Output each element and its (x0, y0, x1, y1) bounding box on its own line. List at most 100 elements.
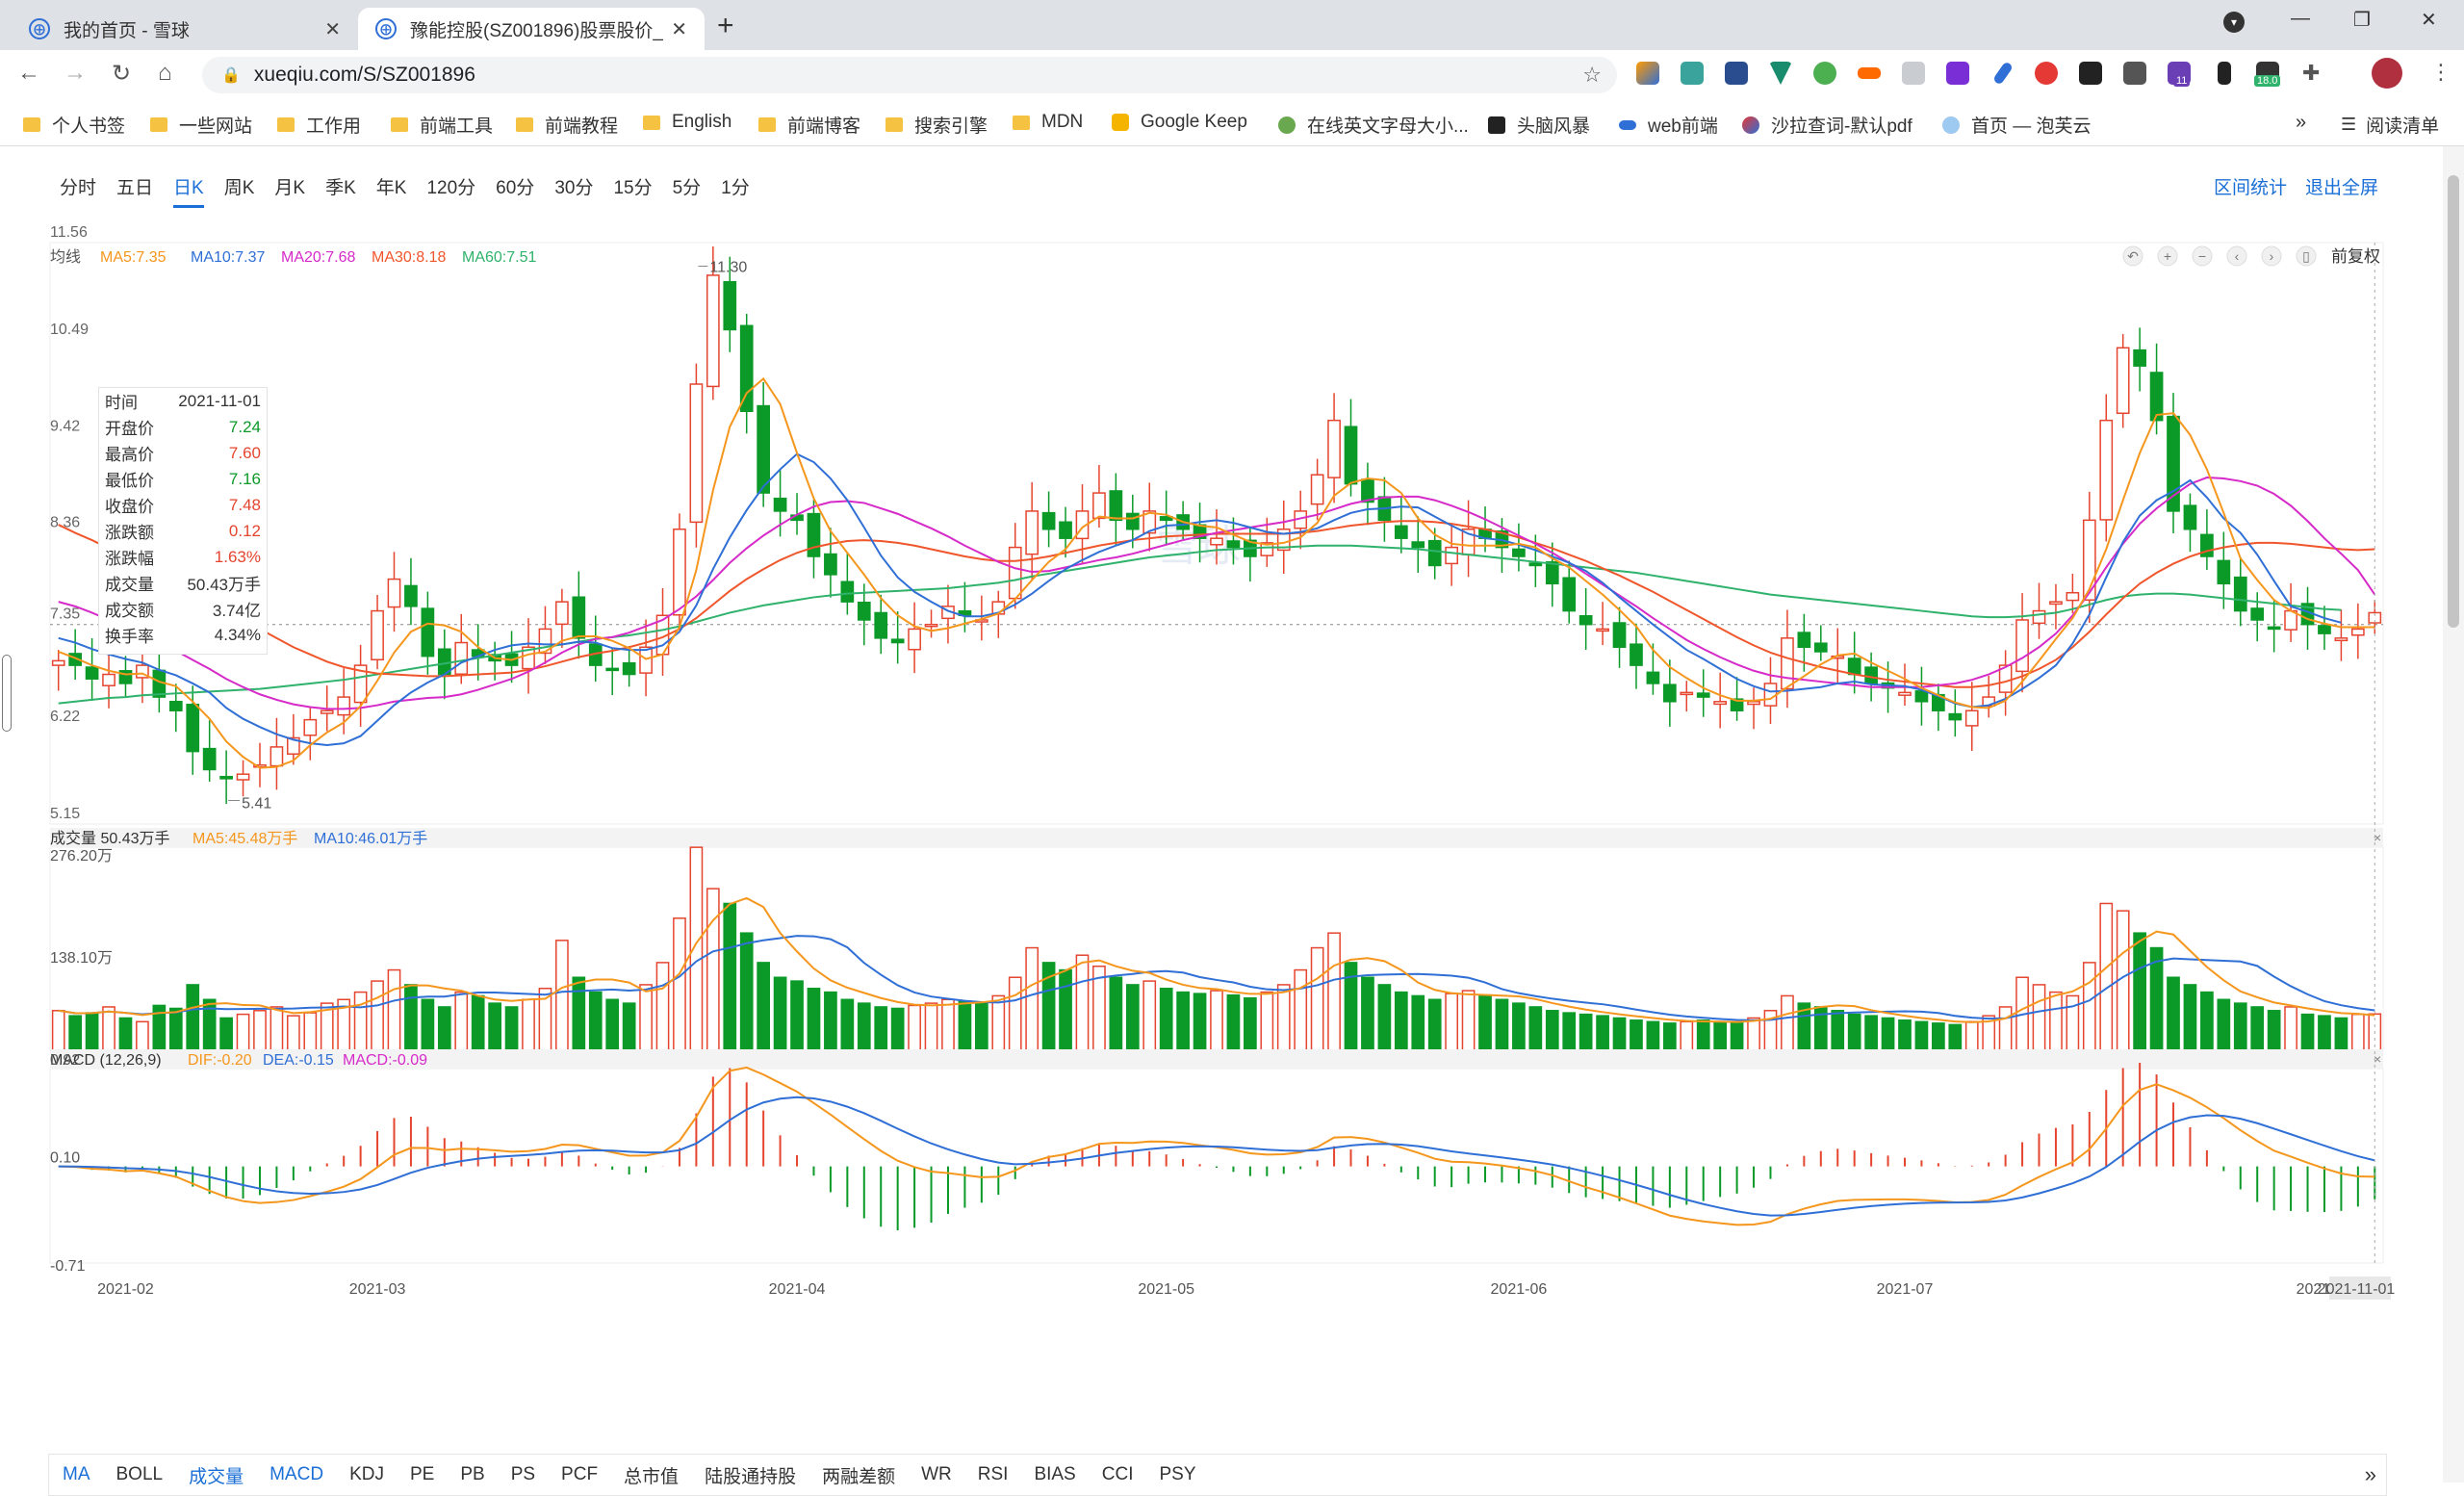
indicator-tab[interactable]: 成交量 (189, 1466, 244, 1487)
bookmark-folder[interactable]: 前端教程 (516, 112, 618, 138)
period-tab[interactable]: 五日 (116, 178, 154, 198)
tooltip-key: 时间 (105, 394, 138, 412)
period-tab[interactable]: 日K (173, 173, 204, 208)
period-tab[interactable]: 5分 (672, 178, 702, 198)
tooltip-value: 7.16 (228, 469, 261, 488)
extension-counter-icon[interactable]: 18.0 (2254, 62, 2281, 87)
bookmark-folder[interactable]: MDN (1013, 112, 1083, 133)
close-window-icon[interactable]: ✕ (2421, 10, 2437, 31)
exit-fullscreen-link[interactable]: 退出全屏 (2305, 178, 2379, 198)
scrollbar-thumb[interactable] (2448, 175, 2459, 628)
indicator-tab[interactable]: PCF (561, 1464, 599, 1484)
address-bar[interactable]: 🔒 xueqiu.com/S/SZ001896 ☆ (202, 57, 1617, 93)
extension-s-icon[interactable] (1681, 62, 1704, 85)
indicator-more-icon[interactable]: » (2364, 1462, 2376, 1486)
indicator-tab[interactable]: CCI (1101, 1464, 1134, 1484)
bookmark-star-icon[interactable]: ☆ (1582, 63, 1602, 87)
close-tab-icon[interactable]: ✕ (671, 18, 687, 40)
indicator-tab[interactable]: BOLL (116, 1464, 164, 1484)
indicator-tab[interactable]: MACD (270, 1464, 324, 1484)
indicator-tab[interactable]: PE (409, 1464, 435, 1484)
indicator-tab[interactable]: WR (921, 1464, 952, 1484)
bookmark-folder[interactable]: 个人书签 (23, 112, 125, 138)
extension-vue-icon[interactable] (1769, 62, 1792, 85)
bookmark-link[interactable]: 头脑风暴 (1488, 112, 1590, 138)
indicator-tab[interactable]: KDJ (349, 1464, 384, 1484)
indicator-tab[interactable]: PB (460, 1464, 485, 1484)
extension-grid-icon[interactable] (1725, 62, 1748, 85)
restore-icon[interactable]: ❐ (2353, 10, 2371, 31)
page-scrollbar[interactable] (2443, 146, 2464, 1483)
chart-tool-icon[interactable] (2157, 245, 2178, 267)
indicator-tab[interactable]: BIAS (1034, 1464, 1076, 1484)
bookmark-folder[interactable]: 一些网站 (150, 112, 252, 138)
bookmark-link[interactable]: 首页 — 泡芙云 (1942, 112, 2092, 138)
indicator-tab[interactable]: 总市值 (624, 1466, 680, 1487)
candle-body (2032, 609, 2046, 625)
chart-tool-icon[interactable] (2122, 245, 2143, 267)
indicator-tab[interactable]: PS (510, 1464, 536, 1484)
indicator-tab[interactable]: 两融差额 (822, 1466, 896, 1487)
period-tab[interactable]: 分时 (60, 178, 97, 198)
volume-legend-bg (50, 828, 2383, 847)
chart-tool-icon[interactable] (2261, 245, 2282, 267)
chart-tool-icon[interactable] (2226, 245, 2247, 267)
extension-monitor-icon[interactable] (1902, 62, 1925, 85)
extension-l-icon[interactable] (2079, 62, 2102, 85)
period-tab[interactable]: 年K (375, 178, 407, 198)
indicator-tab[interactable]: RSI (977, 1464, 1009, 1484)
bookmark-folder[interactable]: English (643, 112, 732, 133)
chart-tool-icon[interactable] (2192, 245, 2213, 267)
period-tab[interactable]: 30分 (554, 178, 594, 198)
period-tab[interactable]: 120分 (426, 178, 476, 198)
period-tab[interactable]: 月K (274, 178, 306, 198)
bookmark-folder[interactable]: 搜索引擎 (886, 112, 988, 138)
period-tab[interactable]: 60分 (496, 178, 535, 198)
forward-icon[interactable]: → (64, 60, 87, 86)
minimize-icon[interactable]: — (2291, 8, 2310, 29)
period-tab[interactable]: 周K (223, 178, 255, 198)
avatar[interactable] (2372, 58, 2402, 89)
home-icon[interactable]: ⌂ (158, 60, 172, 86)
bookmark-label: 首页 — 泡芙云 (1971, 116, 2092, 137)
extension-orange-icon[interactable] (1858, 67, 1881, 79)
tab-stock-page[interactable]: ⨁ 豫能控股(SZ001896)股票股价_股 ✕ (358, 8, 705, 50)
indicator-tab[interactable]: MA (63, 1464, 90, 1484)
extension-pdf-icon[interactable] (1946, 62, 1969, 85)
period-tab[interactable]: 季K (325, 178, 356, 198)
bookmark-folder[interactable]: 前端工具 (391, 112, 493, 138)
indicator-tab[interactable]: 陆股通持股 (705, 1466, 797, 1487)
bookmark-folder[interactable]: 工作用 (277, 112, 361, 138)
extension-globe-icon[interactable] (1813, 62, 1836, 85)
extension-camera-icon[interactable] (2123, 62, 2146, 85)
tab-xueqiu-home[interactable]: ⨁ 我的首页 - 雪球 ✕ (12, 8, 358, 50)
back-icon[interactable]: ← (17, 60, 40, 86)
bookmark-link[interactable]: 在线英文字母大小... (1278, 112, 1469, 138)
period-tab[interactable]: 1分 (721, 178, 750, 198)
period-tab[interactable]: 15分 (613, 178, 653, 198)
chart-tool-icon[interactable] (2296, 245, 2317, 267)
reading-list[interactable]: ☰ 阅读清单 (2341, 112, 2439, 138)
range-stats-link[interactable]: 区间统计 (2214, 178, 2288, 198)
candle-body (924, 623, 938, 628)
extension-abp-icon[interactable] (2035, 62, 2058, 85)
reload-icon[interactable]: ↻ (112, 61, 132, 87)
bookmark-link[interactable]: 沙拉查词-默认pdf (1742, 112, 1912, 138)
indicator-tab[interactable]: PSY (1159, 1464, 1196, 1484)
candle-body (1847, 658, 1861, 676)
bookmark-link[interactable]: web前端 (1619, 112, 1718, 138)
side-handle[interactable] (2, 655, 12, 732)
more-bookmarks-icon[interactable]: » (2296, 112, 2307, 133)
tab-search-icon[interactable]: ▾ (2223, 12, 2245, 33)
extension-shield-icon[interactable] (1636, 62, 1659, 85)
close-tab-icon[interactable]: ✕ (324, 18, 341, 40)
bookmark-link[interactable]: Google Keep (1112, 112, 1247, 133)
extensions-puzzle-icon[interactable]: ✚ (2302, 61, 2321, 85)
extension-pen-icon[interactable] (1992, 61, 2014, 86)
extension-tag-icon[interactable] (2218, 62, 2231, 85)
bookmark-folder[interactable]: 前端博客 (758, 112, 860, 138)
new-tab-icon[interactable]: + (717, 10, 734, 41)
menu-kebab-icon[interactable]: ⋮ (2430, 60, 2451, 84)
extension-badge-icon[interactable]: 11 (2168, 62, 2191, 87)
